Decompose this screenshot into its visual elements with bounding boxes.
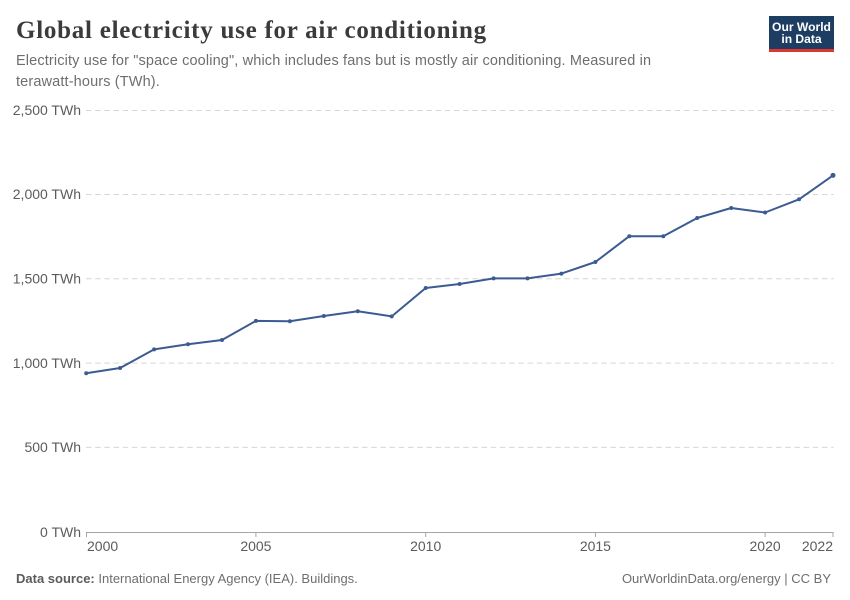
svg-text:2,500 TWh: 2,500 TWh — [13, 102, 81, 118]
svg-text:2000: 2000 — [87, 538, 118, 554]
svg-text:2020: 2020 — [750, 538, 781, 554]
svg-text:1,000 TWh: 1,000 TWh — [13, 355, 81, 371]
svg-text:2,000 TWh: 2,000 TWh — [13, 186, 81, 202]
svg-text:0 TWh: 0 TWh — [40, 524, 81, 540]
svg-text:1,500 TWh: 1,500 TWh — [13, 271, 81, 287]
svg-text:2005: 2005 — [240, 538, 271, 554]
svg-text:500 TWh: 500 TWh — [24, 439, 81, 455]
svg-text:2010: 2010 — [410, 538, 441, 554]
svg-text:2022: 2022 — [802, 538, 833, 554]
svg-text:2015: 2015 — [580, 538, 611, 554]
